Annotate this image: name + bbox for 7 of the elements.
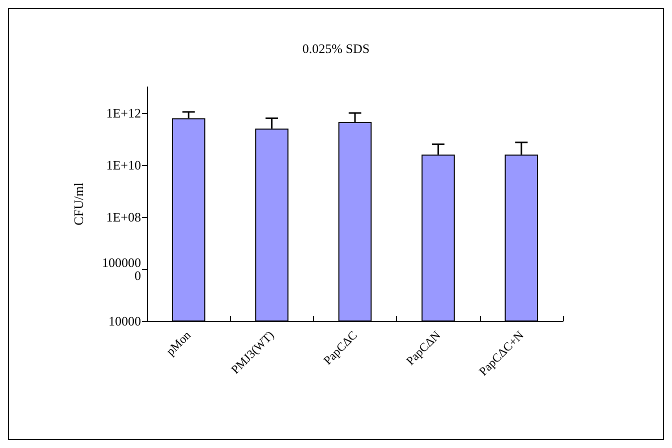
y-tick-label: 1000000: [102, 255, 141, 283]
y-tick-label: 1E+10: [106, 158, 141, 172]
y-tick-label: 10000: [108, 314, 141, 328]
y-tick-label: 1E+12: [106, 106, 141, 120]
y-axis-title: CFU/ml: [71, 182, 86, 226]
chart-title: 0.025% SDS: [302, 41, 370, 56]
y-tick-label: 1E+08: [106, 210, 141, 224]
